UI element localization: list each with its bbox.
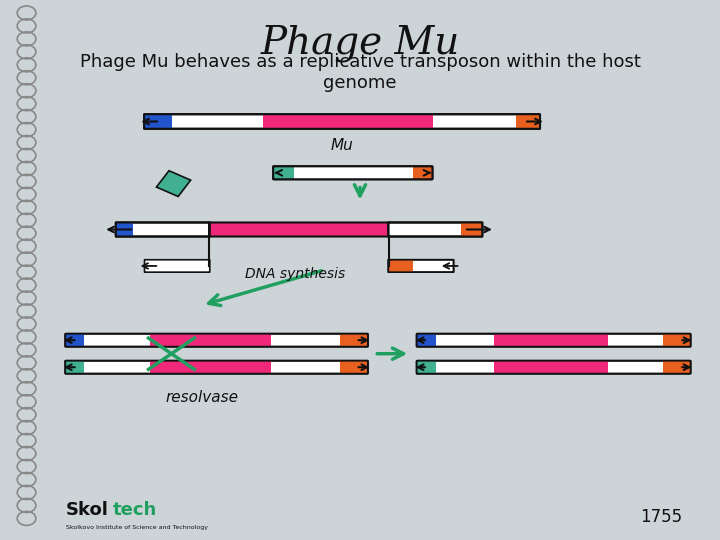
Bar xyxy=(66,334,84,346)
FancyBboxPatch shape xyxy=(66,361,368,374)
Text: 1755: 1755 xyxy=(640,509,683,526)
Bar xyxy=(294,167,413,179)
Bar xyxy=(494,361,608,373)
Bar xyxy=(418,361,436,373)
Text: Skolkovo Institute of Science and Technology: Skolkovo Institute of Science and Techno… xyxy=(66,525,208,530)
Bar xyxy=(662,361,690,373)
Bar xyxy=(494,334,608,346)
Bar xyxy=(516,115,539,128)
Bar xyxy=(150,334,271,346)
Bar xyxy=(418,334,436,346)
Text: Phage Mu: Phage Mu xyxy=(261,24,459,62)
FancyBboxPatch shape xyxy=(144,114,540,129)
Text: Phage Mu behaves as a replicative transposon within the host
genome: Phage Mu behaves as a replicative transp… xyxy=(80,53,640,92)
FancyBboxPatch shape xyxy=(66,334,368,347)
FancyBboxPatch shape xyxy=(388,222,482,237)
Bar xyxy=(150,361,271,373)
Text: Mu: Mu xyxy=(330,138,354,153)
Text: tech: tech xyxy=(112,502,157,519)
FancyBboxPatch shape xyxy=(417,334,690,347)
Bar xyxy=(662,334,690,346)
Bar xyxy=(340,361,367,373)
FancyBboxPatch shape xyxy=(116,222,210,237)
Bar xyxy=(156,171,191,197)
Text: Skol: Skol xyxy=(66,502,109,519)
FancyBboxPatch shape xyxy=(273,166,433,179)
FancyBboxPatch shape xyxy=(209,222,389,237)
Text: DNA synthesis: DNA synthesis xyxy=(246,267,346,281)
Bar xyxy=(274,167,294,179)
Bar xyxy=(264,115,433,128)
FancyBboxPatch shape xyxy=(388,260,454,272)
Bar xyxy=(66,361,84,373)
Bar xyxy=(462,222,482,237)
FancyBboxPatch shape xyxy=(417,361,690,374)
Bar xyxy=(340,334,367,346)
Text: resolvase: resolvase xyxy=(166,390,239,405)
Bar xyxy=(413,167,432,179)
Bar xyxy=(389,260,413,272)
Bar xyxy=(145,115,173,128)
FancyBboxPatch shape xyxy=(145,260,210,272)
Bar xyxy=(116,222,133,237)
